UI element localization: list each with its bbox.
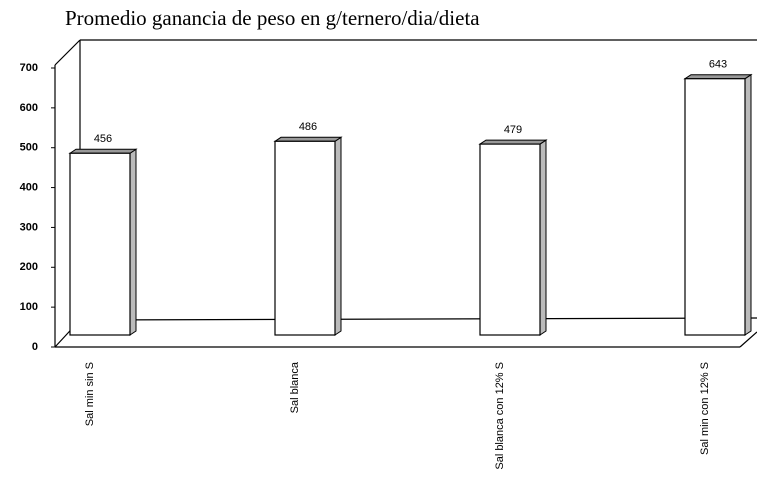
y-tick-label: 200: [20, 261, 38, 273]
bar-top: [273, 136, 343, 142]
frame: [54, 39, 757, 348]
bar: [684, 78, 746, 336]
bar: [69, 152, 131, 336]
value-label: 456: [94, 133, 112, 145]
y-tick-label: 400: [20, 181, 38, 193]
x-tick-label: Sal blanca: [289, 361, 301, 413]
bar-side: [129, 148, 137, 336]
y-tick-label: 100: [20, 301, 38, 313]
bar-top: [478, 139, 548, 145]
value-label: 486: [299, 121, 317, 133]
chart-title: Promedio ganancia de peso en g/ternero/d…: [65, 6, 480, 30]
y-tick-label: 300: [20, 221, 38, 233]
value-label: 643: [709, 59, 727, 71]
bar: [479, 143, 541, 336]
bar-side: [334, 136, 342, 336]
bar-side: [539, 139, 547, 336]
bar-side: [744, 73, 752, 336]
x-tick-label: Sal min con 12% S: [699, 362, 711, 455]
y-tick-label: 0: [32, 341, 38, 353]
x-tick-label: Sal min sin S: [84, 362, 96, 426]
y-tick-label: 600: [20, 102, 38, 114]
y-tick-label: 700: [20, 62, 38, 74]
y-tick-label: 500: [20, 142, 38, 154]
value-label: 479: [504, 124, 522, 136]
bar: [274, 140, 336, 336]
bar-top: [68, 148, 138, 154]
x-tick-label: Sal blanca con 12% S: [494, 362, 506, 470]
